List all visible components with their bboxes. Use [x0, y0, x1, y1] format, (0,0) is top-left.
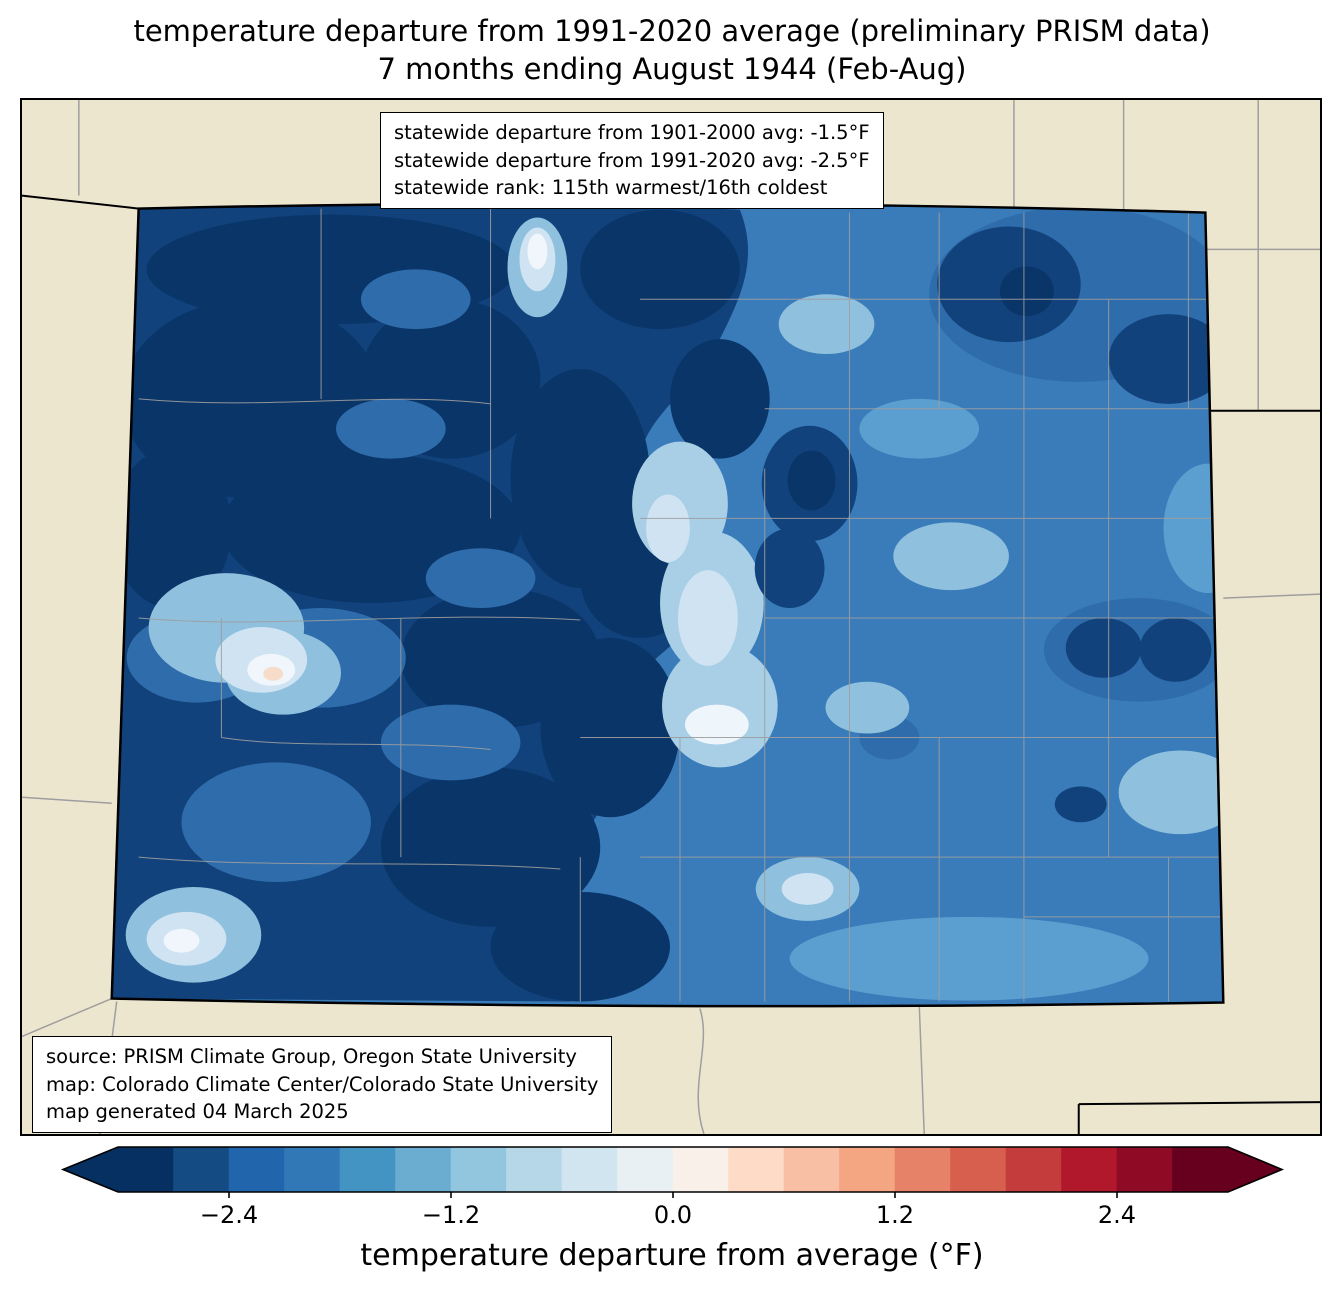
- colorbar-ticks: −2.4 −1.2 0.0 1.2 2.4: [0, 1201, 1344, 1233]
- neighbor-county-lines: [22, 100, 1320, 1134]
- colorbar-gradient: [60, 1146, 1285, 1198]
- stats-line-2: statewide departure from 1991-2020 avg: …: [394, 148, 870, 172]
- stats-box: statewide departure from 1901-2000 avg: …: [380, 112, 884, 210]
- colorbar-tick-label: −1.2: [421, 1201, 481, 1229]
- map-panel: statewide departure from 1901-2000 avg: …: [20, 98, 1322, 1136]
- figure-title: temperature departure from 1991-2020 ave…: [0, 12, 1344, 89]
- temperature-contours: [111, 203, 1224, 1007]
- colorado-departure-map: [22, 100, 1320, 1134]
- colorbar-tick-label: 2.4: [1097, 1201, 1137, 1229]
- source-line-1: source: PRISM Climate Group, Oregon Stat…: [46, 1045, 577, 1068]
- source-box: source: PRISM Climate Group, Oregon Stat…: [32, 1036, 613, 1134]
- stats-line-1: statewide departure from 1901-2000 avg: …: [394, 121, 870, 144]
- colorbar-axis-label: temperature departure from average (°F): [360, 1238, 984, 1273]
- stats-line-3: statewide rank: 115th warmest/16th colde…: [394, 176, 828, 200]
- title-line-1: temperature departure from 1991-2020 ave…: [133, 14, 1211, 48]
- neighbor-state-borders: [22, 194, 1320, 1134]
- county-lines: [138, 208, 1224, 1002]
- colorbar-tick-label: 0.0: [653, 1201, 693, 1229]
- source-line-2: map: Colorado Climate Center/Colorado St…: [46, 1072, 599, 1096]
- source-line-3: map generated 04 March 2025: [46, 1100, 349, 1124]
- colorbar-tick-label: 1.2: [875, 1201, 915, 1229]
- colorbar-tick-label: −2.4: [199, 1201, 259, 1229]
- title-line-2: 7 months ending August 1944 (Feb-Aug): [377, 52, 967, 87]
- colorbar: [0, 1145, 1344, 1201]
